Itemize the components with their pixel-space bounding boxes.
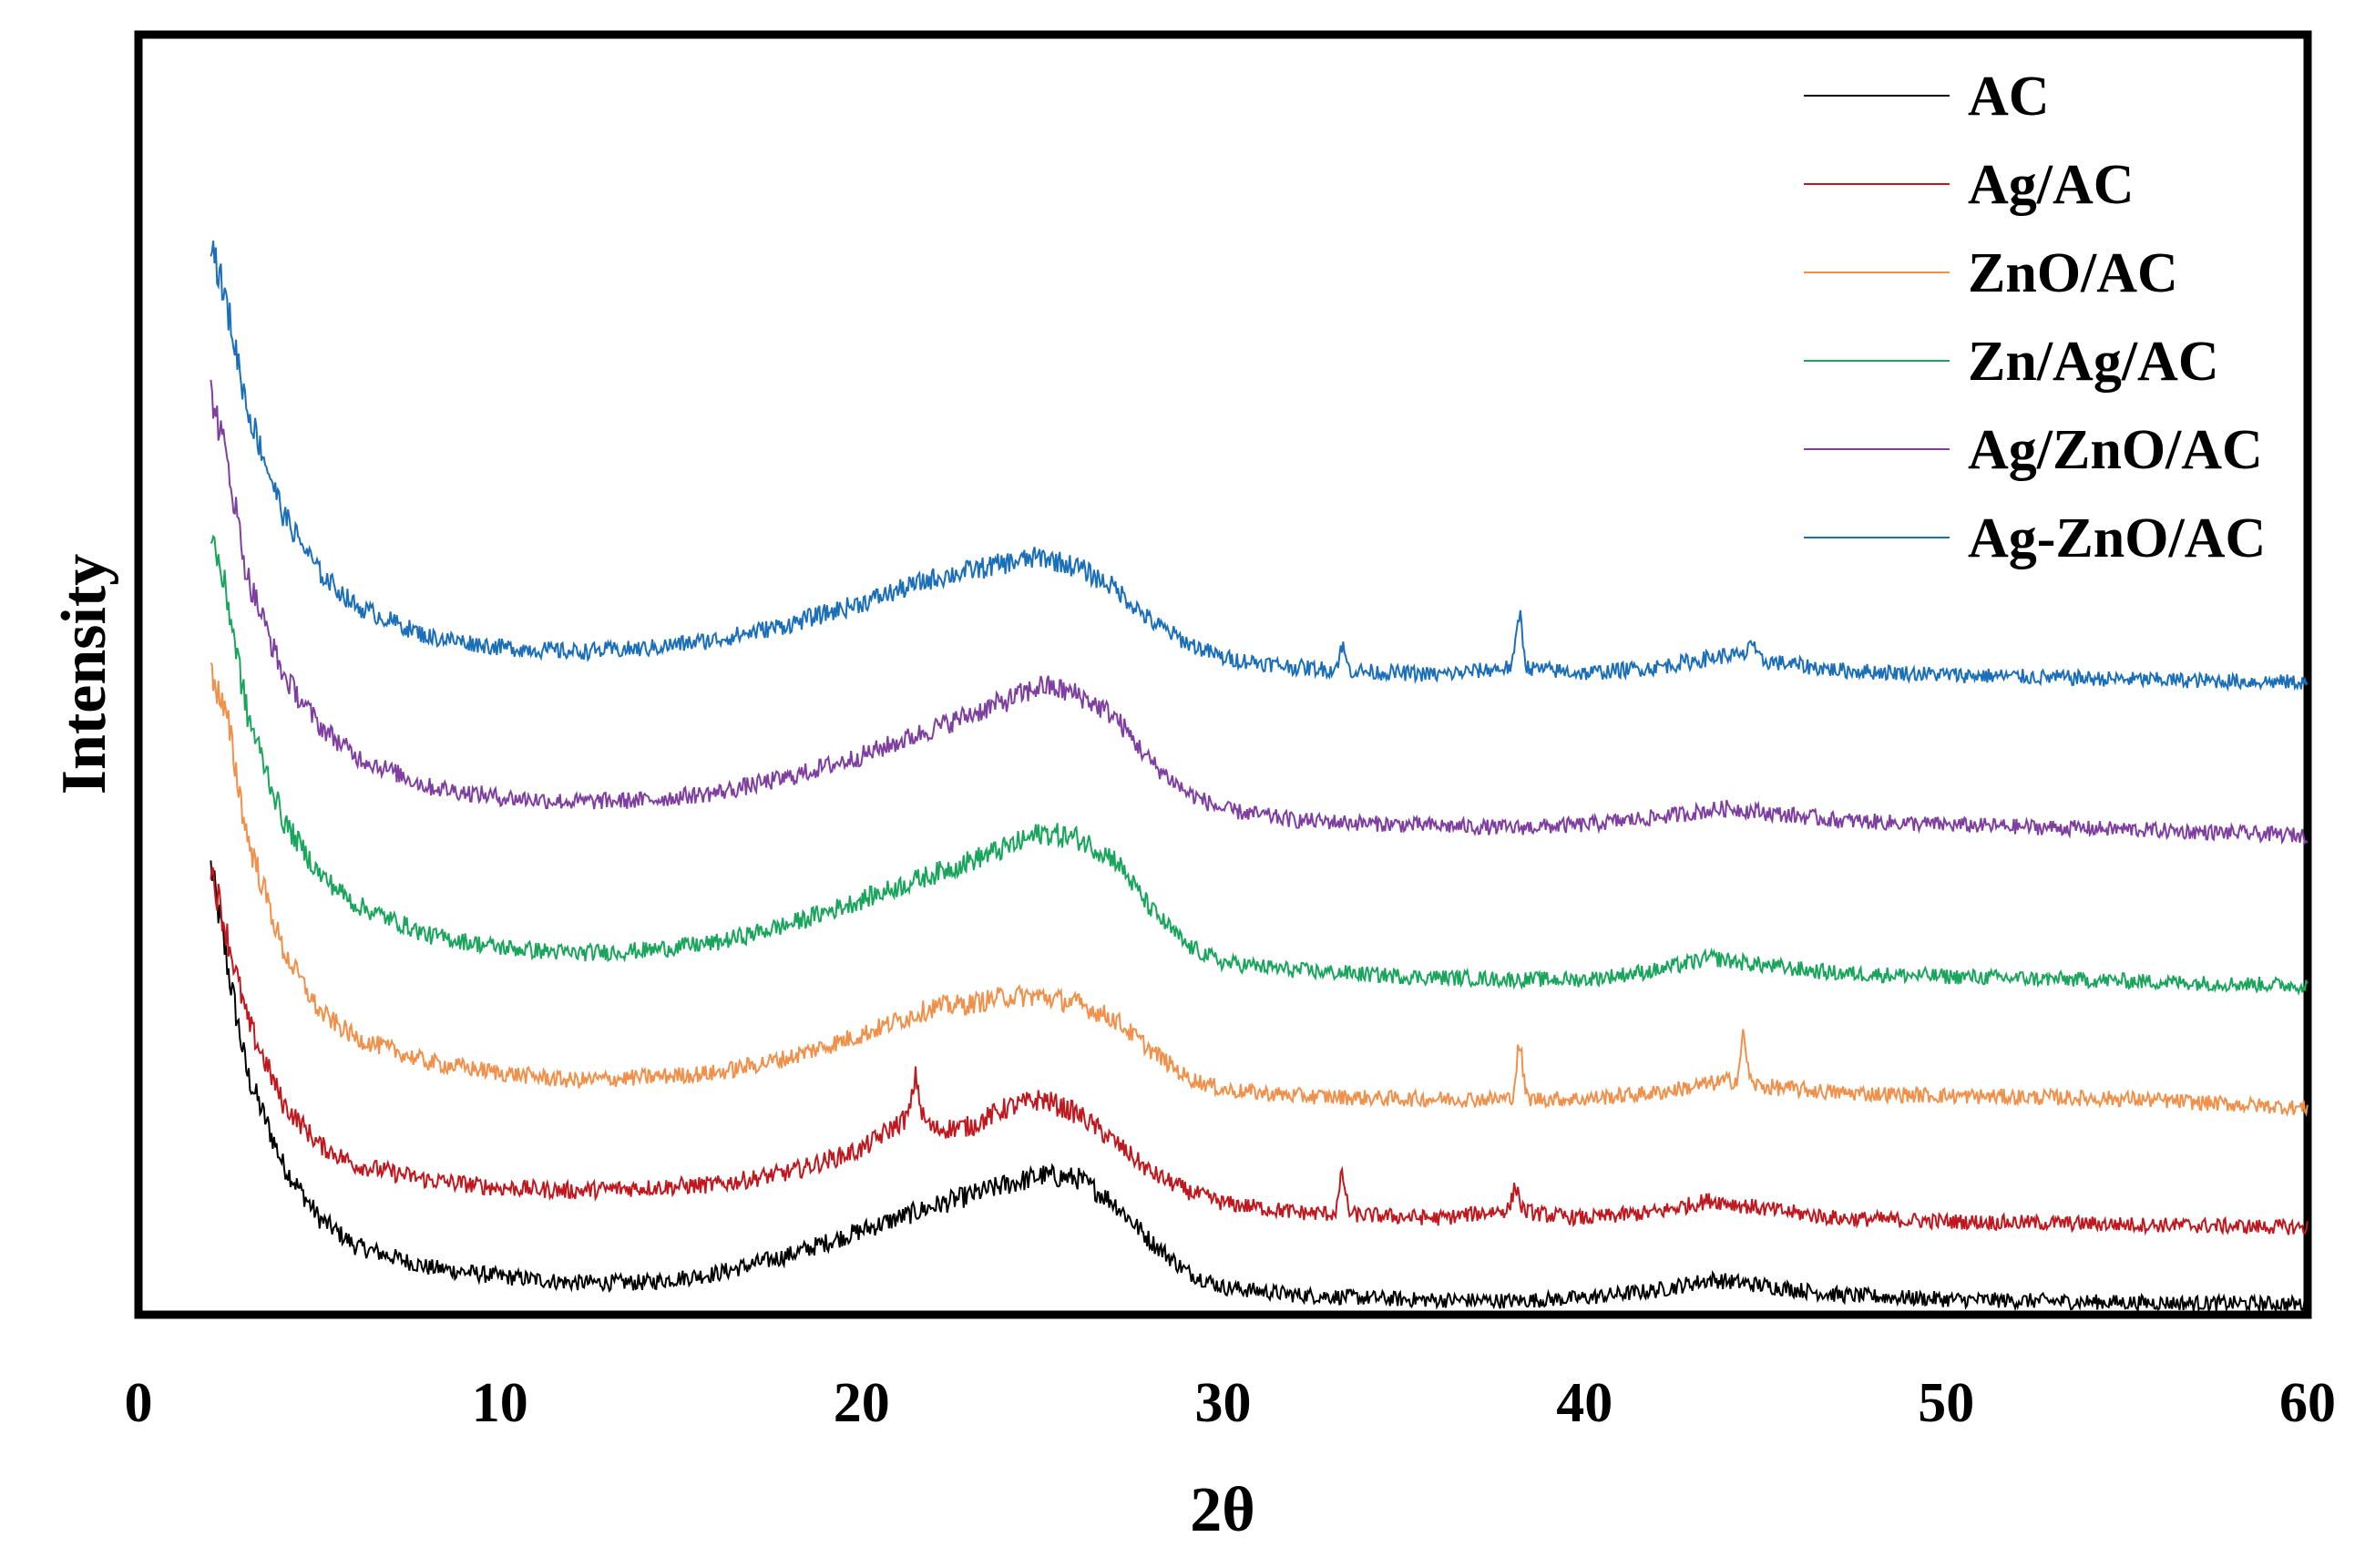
series-line-ac [210,860,2309,1313]
x-tick-label: 10 [472,1372,528,1434]
legend-label: Ag/AC [1968,154,2135,216]
y-axis-title: Intensity [49,554,119,794]
x-axis-title: 2θ [1190,1475,1255,1545]
series-line-ag-ac [210,865,2309,1236]
legend-label: Ag/ZnO/AC [1968,419,2263,481]
series-line-ag-zno-ac [210,379,2309,845]
legend-label: AC [1968,66,2050,128]
x-tick-label: 30 [1195,1372,1252,1434]
x-tick-label: 0 [125,1372,153,1434]
legend-label: Zn/Ag/AC [1968,331,2219,393]
series-line-zno-ac [210,661,2309,1117]
x-ticks: 0 10 20 30 40 50 60 [125,1372,2337,1434]
x-tick-label: 40 [1556,1372,1612,1434]
x-tick-label: 20 [834,1372,890,1434]
series-layer [210,241,2309,1313]
legend-label: Ag-ZnO/AC [1968,507,2266,569]
x-tick-label: 60 [2279,1372,2336,1434]
x-tick-label: 50 [1918,1372,1974,1434]
series-line-ag-zno-ac [210,241,2309,692]
legend-label: ZnO/AC [1968,242,2178,304]
series-line-zn-ag-ac [210,534,2309,997]
legend: AC Ag/AC ZnO/AC Zn/Ag/AC Ag/ZnO/AC Ag-ZnO/AC [1804,66,2266,569]
